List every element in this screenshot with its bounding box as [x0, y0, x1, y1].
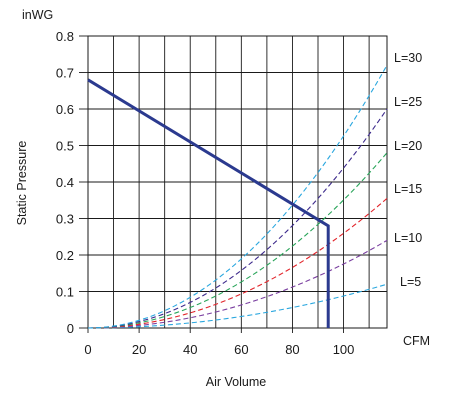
x-tick-label: 40 [183, 342, 197, 357]
y-unit-label: inWG [22, 8, 53, 22]
curve-label-l-5: L=5 [400, 275, 421, 289]
system-curve-l-25 [87, 108, 388, 329]
tick-labels: 0 20 40 60 80 100 0 0.1 0.2 0.3 0.4 0.5 0.6 0.7 0.8 [56, 29, 354, 357]
curve-label-l-30: L=30 [394, 51, 422, 65]
fan-curve [87, 78, 330, 328]
y-tick-label: 0.2 [56, 248, 74, 263]
y-tick-label: 0.1 [56, 285, 74, 300]
y-tick-label: 0.8 [56, 29, 74, 44]
x-tick-label: 60 [234, 342, 248, 357]
x-axis-title: Air Volume [206, 375, 266, 389]
system-curve-l-20 [87, 152, 388, 329]
curve-label-l-20: L=20 [394, 139, 422, 153]
y-tick-label: 0 [67, 321, 74, 336]
y-tick-label: 0.7 [56, 66, 74, 81]
curve-labels: L=5 L=10 L=15 L=20 L=25 L=30 [394, 51, 422, 289]
x-unit-label: CFM [403, 334, 430, 348]
x-tick-label: 0 [84, 342, 91, 357]
curve-label-l-10: L=10 [394, 231, 422, 245]
x-tick-label: 20 [132, 342, 146, 357]
fan-curve-line [87, 78, 330, 328]
system-curve-l-5 [88, 283, 388, 329]
system-curve-l-30 [87, 64, 388, 329]
y-tick-label: 0.5 [56, 139, 74, 154]
system-curves [87, 64, 388, 329]
system-curve-l-10 [87, 239, 388, 329]
system-curve-l-15 [87, 198, 388, 329]
y-axis-title: Static Pressure [15, 141, 29, 226]
x-tick-label: 100 [333, 342, 355, 357]
y-tick-label: 0.3 [56, 212, 74, 227]
curve-label-l-25: L=25 [394, 95, 422, 109]
y-tick-label: 0.6 [56, 102, 74, 117]
grid [79, 35, 388, 333]
curve-label-l-15: L=15 [394, 182, 422, 196]
x-tick-label: 80 [285, 342, 299, 357]
y-tick-label: 0.4 [56, 175, 74, 190]
